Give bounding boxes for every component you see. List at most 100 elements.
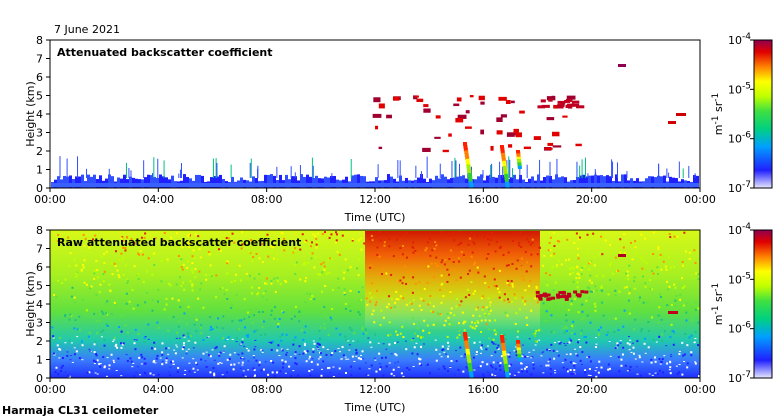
y-tick-label: 2 (36, 335, 43, 348)
x-tick-label: 08:00 (251, 193, 283, 206)
cloud-mark (372, 113, 382, 118)
x-tick-label: 16:00 (467, 383, 499, 396)
cloud-mark (422, 147, 431, 152)
x-tick-label: 04:00 (142, 383, 174, 396)
cloud-mark (469, 95, 474, 98)
colorbar-tick-label: 10-7 (728, 180, 751, 195)
cloud-mark (553, 104, 558, 109)
cloud-mark (500, 114, 507, 118)
cloud-mark (515, 132, 522, 138)
cloud-mark (546, 117, 555, 121)
x-tick-label: 08:00 (251, 383, 283, 396)
y-tick-label: 2 (36, 145, 43, 158)
cloud-mark (506, 132, 515, 137)
colorbar-tick-label: 10-5 (728, 81, 751, 96)
y-axis-label-1: Height (km) (24, 81, 37, 147)
cloud-mark (676, 113, 686, 116)
colorbar-2: 10-4 10-5 10-6 10-7 m-1 sr-1 (711, 222, 773, 385)
colorbar-tick-label: 10-6 (728, 131, 751, 146)
cloud-mark (508, 144, 513, 148)
cloud-mark (618, 64, 626, 67)
cloud-mark (568, 105, 573, 109)
cloud-mark (513, 128, 519, 134)
cloud-mark (557, 103, 565, 107)
y-tick-label: 1 (36, 164, 43, 177)
y-tick-label: 0 (36, 182, 43, 195)
backscatter-data-2 (51, 231, 700, 378)
cloud-mark (505, 100, 511, 104)
cloud-mark (519, 110, 525, 114)
x-tick-label: 20:00 (576, 383, 608, 396)
cloud-mark (496, 117, 503, 123)
x-axis-label-1: Time (UTC) (344, 211, 406, 224)
cloud-mark (442, 149, 449, 153)
cloud-mark (414, 95, 419, 98)
colorbar-unit-1: m-1 sr-1 (711, 93, 725, 135)
x-tick-label: 04:00 (142, 193, 174, 206)
colorbar-tick-label: 10-4 (728, 222, 751, 237)
cloud-mark (540, 99, 546, 103)
cloud-mark (668, 121, 676, 124)
y-axis-label-2: Height (km) (24, 271, 37, 337)
cloud-mark (416, 98, 424, 102)
cloud-mark (456, 97, 462, 102)
cloud-mark (386, 114, 392, 119)
cloud-mark (496, 130, 503, 135)
cloud-mark (576, 105, 585, 109)
cloud-mark (548, 98, 553, 102)
y-tick-label: 8 (36, 224, 43, 237)
cloud-mark (565, 98, 573, 102)
y-tick-label: 8 (36, 34, 43, 47)
cloud-mark (378, 146, 383, 150)
x-axis-label-2: Time (UTC) (344, 401, 406, 414)
cloud-mark (490, 145, 494, 151)
cloud-mark (567, 103, 574, 107)
colorbar-unit-2: m-1 sr-1 (711, 283, 725, 325)
cloud-mark (453, 103, 460, 107)
y-tick-label: 1 (36, 354, 43, 367)
cloud-mark (480, 101, 485, 105)
cloud-mark (552, 145, 562, 148)
cloud-mark (478, 95, 485, 101)
colorbar-tick-label: 10-4 (728, 32, 751, 47)
cloud-mark (498, 96, 507, 101)
cloud-mark (455, 117, 464, 123)
cloud-mark (557, 100, 566, 104)
y-tick-label: 3 (36, 317, 43, 330)
panel-raw: Raw attenuated backscatter coefficient 0… (24, 224, 716, 414)
colorbar-tick-label: 10-7 (728, 370, 751, 385)
x-tick-label: 12:00 (359, 383, 391, 396)
cloud-mark (378, 103, 385, 109)
cloud-mark (575, 143, 582, 147)
cloud-mark (423, 108, 431, 113)
footer-label: Harmaja CL31 ceilometer (2, 404, 159, 417)
y-tick-label: 4 (36, 108, 43, 121)
cloud-mark (533, 136, 541, 140)
y-tick-label: 7 (36, 243, 43, 256)
y-tick-label: 7 (36, 53, 43, 66)
y-tick-label: 4 (36, 298, 43, 311)
cloud-mark (537, 105, 546, 109)
cloud-mark (556, 105, 564, 109)
cloud-mark (435, 115, 441, 119)
colorbar-tick-label: 10-6 (728, 321, 751, 336)
y-tick-label: 3 (36, 127, 43, 140)
svg-text:m-1 sr-1: m-1 sr-1 (711, 93, 725, 135)
cloud-mark (572, 103, 580, 107)
x-tick-label: 00:00 (34, 193, 66, 206)
x-tick-label: 00:00 (34, 383, 66, 396)
x-tick-label: 20:00 (576, 193, 608, 206)
cloud-mark (448, 133, 452, 137)
cloud-mark (510, 100, 515, 104)
y-tick-label: 6 (36, 261, 43, 274)
x-tick-label: 16:00 (467, 193, 499, 206)
backscatter-data-1 (51, 64, 699, 188)
cloud-mark (465, 126, 472, 129)
panel-title-2: Raw attenuated backscatter coefficient (57, 236, 301, 249)
y-tick-label: 5 (36, 90, 43, 103)
cloud-mark (423, 104, 429, 108)
cloud-mark (566, 95, 576, 100)
cloud-mark (562, 115, 568, 118)
y-tick-label: 0 (36, 372, 43, 385)
